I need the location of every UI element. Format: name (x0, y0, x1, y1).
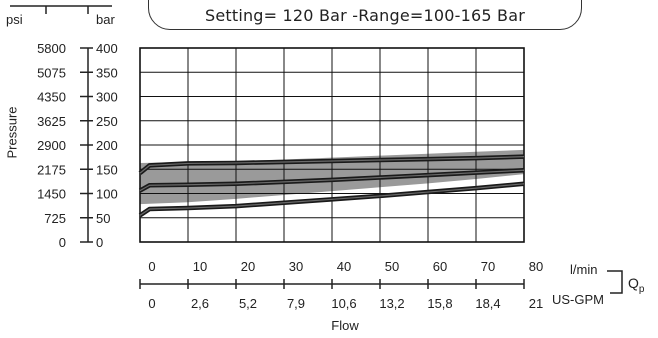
x-tick-label-usgpm: 15,8 (427, 296, 452, 311)
x-tick-label-lpm: 80 (529, 259, 543, 274)
y-tick-label-psi: 2900 (37, 138, 66, 153)
psi-unit-label: psi (6, 12, 23, 27)
y-tick-label-psi: 3625 (37, 114, 66, 129)
x-tick-label-lpm: 60 (433, 259, 447, 274)
y-tick-label-bar: 350 (96, 65, 118, 80)
plot-frame (139, 47, 525, 243)
lpm-unit-label: l/min (570, 262, 598, 277)
x-tick-label-usgpm: 5,2 (239, 296, 257, 311)
x-tick-label-usgpm: 13,2 (379, 296, 404, 311)
series-line-3-inner (139, 183, 525, 216)
qp-letter: Q (628, 275, 639, 291)
y-tick-label-psi: 0 (59, 235, 66, 250)
x-axis-label: Flow (331, 318, 359, 333)
x-tick-label-lpm: 30 (289, 259, 303, 274)
x-tick-label-usgpm: 18,4 (475, 296, 500, 311)
y-tick-label-psi: 1450 (37, 187, 66, 202)
y-tick-label-psi: 2175 (37, 162, 66, 177)
y-tick-label-psi: 4350 (37, 90, 66, 105)
usgpm-unit-label: US-GPM (552, 292, 604, 307)
setting-banner (148, 0, 582, 30)
x-tick-label-usgpm: 21 (529, 296, 543, 311)
y-tick-label-bar: 0 (96, 235, 103, 250)
y-tick-label-bar: 100 (96, 187, 118, 202)
x-tick-label-lpm: 20 (241, 259, 255, 274)
bar-unit-label: bar (96, 12, 115, 27)
x-tick-label-usgpm: 10,6 (331, 296, 356, 311)
series-line-1-inner (139, 156, 525, 174)
x-tick-label-lpm: 70 (481, 259, 495, 274)
y-tick-label-bar: 250 (96, 114, 118, 129)
y-tick-label-psi: 725 (44, 211, 66, 226)
qp-subscript: p (638, 283, 645, 295)
setting-banner-text: Setting= 120 Bar -Range=100-165 Bar (204, 6, 526, 25)
y-tick-label-bar: 50 (96, 211, 110, 226)
y-tick-label-bar: 400 (96, 41, 118, 56)
y-tick-label-bar: 300 (96, 90, 118, 105)
x-tick-label-usgpm: 7,9 (287, 296, 305, 311)
x-tick-label-usgpm: 0 (148, 296, 155, 311)
x-tick-label-lpm: 40 (337, 259, 351, 274)
x-tick-label-lpm: 10 (193, 259, 207, 274)
x-tick-label-lpm: 50 (385, 259, 399, 274)
y-tick-label-bar: 150 (96, 162, 118, 177)
y-tick-label-bar: 200 (96, 138, 118, 153)
series-line-2-inner (139, 169, 525, 192)
x-tick-label-usgpm: 2,6 (191, 296, 209, 311)
x-tick-label-lpm: 0 (148, 259, 155, 274)
y-tick-label-psi: 5800 (37, 41, 66, 56)
y-tick-label-psi: 5075 (37, 65, 66, 80)
qp-bracket (607, 270, 623, 294)
qp-label: Qp (628, 275, 644, 295)
